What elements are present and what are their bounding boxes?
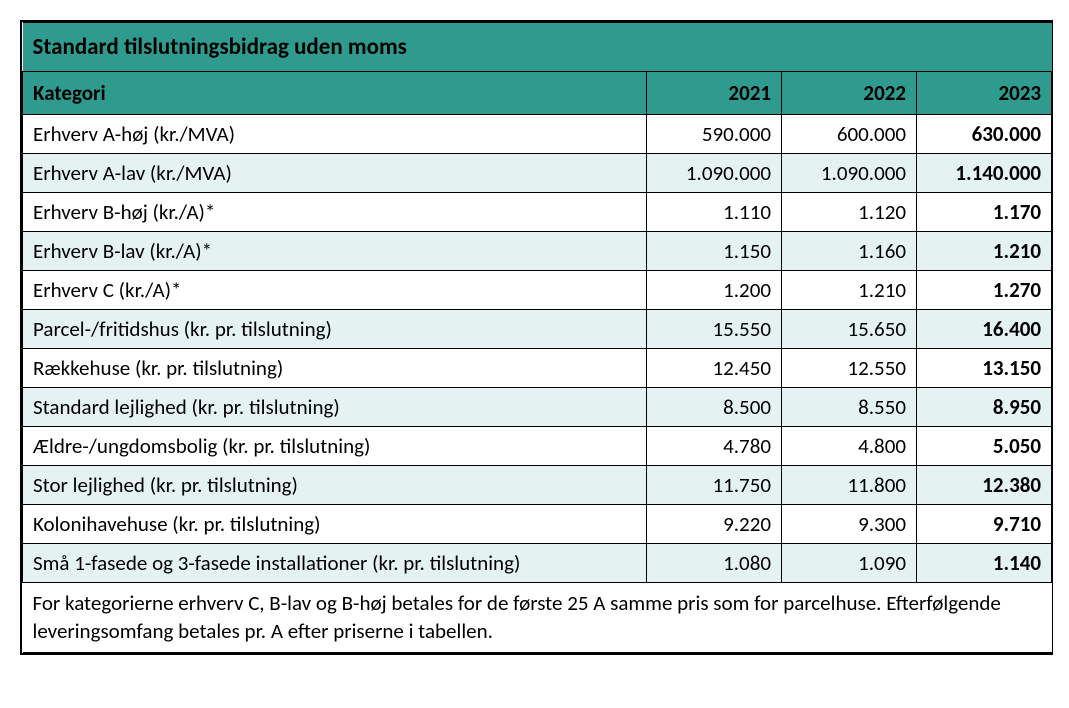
cell-2021: 1.150 bbox=[647, 232, 782, 271]
cell-2021: 9.220 bbox=[647, 505, 782, 544]
table-row: Parcel-/fritidshus (kr. pr. tilslutning)… bbox=[23, 310, 1052, 349]
table-row: Erhverv B-høj (kr./A)* 1.110 1.120 1.170 bbox=[23, 193, 1052, 232]
table-row: Erhverv A-lav (kr./MVA) 1.090.000 1.090.… bbox=[23, 154, 1052, 193]
cell-2021: 12.450 bbox=[647, 349, 782, 388]
cell-2021: 11.750 bbox=[647, 466, 782, 505]
row-label: Erhverv B-lav (kr./A)* bbox=[23, 232, 647, 271]
row-label: Erhverv C (kr./A)* bbox=[23, 271, 647, 310]
cell-2022: 600.000 bbox=[782, 115, 917, 154]
row-label: Erhverv A-lav (kr./MVA) bbox=[23, 154, 647, 193]
table-title-row: Standard tilslutningsbidrag uden moms bbox=[23, 23, 1052, 72]
table-row: Kolonihavehuse (kr. pr. tilslutning) 9.2… bbox=[23, 505, 1052, 544]
row-label: Standard lejlighed (kr. pr. tilslutning) bbox=[23, 388, 647, 427]
row-label: Små 1-fasede og 3-fasede installationer … bbox=[23, 544, 647, 583]
cell-2022: 4.800 bbox=[782, 427, 917, 466]
cell-2022: 1.210 bbox=[782, 271, 917, 310]
row-label: Rækkehuse (kr. pr. tilslutning) bbox=[23, 349, 647, 388]
table-header-row: Kategori 2021 2022 2023 bbox=[23, 72, 1052, 115]
table-row: Erhverv C (kr./A)* 1.200 1.210 1.270 bbox=[23, 271, 1052, 310]
cell-2022: 1.160 bbox=[782, 232, 917, 271]
table-row: Stor lejlighed (kr. pr. tilslutning) 11.… bbox=[23, 466, 1052, 505]
cell-2021: 4.780 bbox=[647, 427, 782, 466]
cell-2022: 1.090 bbox=[782, 544, 917, 583]
row-label: Erhverv A-høj (kr./MVA) bbox=[23, 115, 647, 154]
row-label: Erhverv B-høj (kr./A)* bbox=[23, 193, 647, 232]
cell-2023: 1.140.000 bbox=[917, 154, 1052, 193]
header-category: Kategori bbox=[23, 72, 647, 115]
cell-2023: 1.170 bbox=[917, 193, 1052, 232]
row-label: Kolonihavehuse (kr. pr. tilslutning) bbox=[23, 505, 647, 544]
cell-2023: 16.400 bbox=[917, 310, 1052, 349]
cell-2022: 9.300 bbox=[782, 505, 917, 544]
row-label: Ældre-/ungdomsbolig (kr. pr. tilslutning… bbox=[23, 427, 647, 466]
table-title: Standard tilslutningsbidrag uden moms bbox=[23, 23, 1052, 72]
cell-2021: 1.200 bbox=[647, 271, 782, 310]
cell-2023: 1.140 bbox=[917, 544, 1052, 583]
header-year-2022: 2022 bbox=[782, 72, 917, 115]
table-body: Erhverv A-høj (kr./MVA) 590.000 600.000 … bbox=[23, 115, 1052, 583]
cell-2023: 5.050 bbox=[917, 427, 1052, 466]
cell-2023: 1.210 bbox=[917, 232, 1052, 271]
table-row: Rækkehuse (kr. pr. tilslutning) 12.450 1… bbox=[23, 349, 1052, 388]
cell-2022: 11.800 bbox=[782, 466, 917, 505]
cell-2021: 1.110 bbox=[647, 193, 782, 232]
cell-2023: 630.000 bbox=[917, 115, 1052, 154]
row-label: Parcel-/fritidshus (kr. pr. tilslutning) bbox=[23, 310, 647, 349]
cell-2023: 8.950 bbox=[917, 388, 1052, 427]
pricing-table-container: Standard tilslutningsbidrag uden moms Ka… bbox=[20, 20, 1053, 655]
cell-2021: 8.500 bbox=[647, 388, 782, 427]
cell-2023: 1.270 bbox=[917, 271, 1052, 310]
row-label: Stor lejlighed (kr. pr. tilslutning) bbox=[23, 466, 647, 505]
table-footnote-row: For kategorierne erhverv C, B-lav og B-h… bbox=[23, 583, 1052, 653]
cell-2022: 15.650 bbox=[782, 310, 917, 349]
cell-2021: 1.090.000 bbox=[647, 154, 782, 193]
cell-2021: 15.550 bbox=[647, 310, 782, 349]
header-year-2021: 2021 bbox=[647, 72, 782, 115]
table-row: Standard lejlighed (kr. pr. tilslutning)… bbox=[23, 388, 1052, 427]
cell-2023: 13.150 bbox=[917, 349, 1052, 388]
cell-2022: 12.550 bbox=[782, 349, 917, 388]
table-footnote: For kategorierne erhverv C, B-lav og B-h… bbox=[23, 583, 1052, 653]
cell-2021: 590.000 bbox=[647, 115, 782, 154]
cell-2023: 9.710 bbox=[917, 505, 1052, 544]
cell-2021: 1.080 bbox=[647, 544, 782, 583]
table-row: Ældre-/ungdomsbolig (kr. pr. tilslutning… bbox=[23, 427, 1052, 466]
cell-2022: 1.120 bbox=[782, 193, 917, 232]
cell-2022: 1.090.000 bbox=[782, 154, 917, 193]
table-row: Erhverv B-lav (kr./A)* 1.150 1.160 1.210 bbox=[23, 232, 1052, 271]
cell-2023: 12.380 bbox=[917, 466, 1052, 505]
cell-2022: 8.550 bbox=[782, 388, 917, 427]
pricing-table: Standard tilslutningsbidrag uden moms Ka… bbox=[22, 22, 1052, 653]
table-row: Små 1-fasede og 3-fasede installationer … bbox=[23, 544, 1052, 583]
header-year-2023: 2023 bbox=[917, 72, 1052, 115]
table-row: Erhverv A-høj (kr./MVA) 590.000 600.000 … bbox=[23, 115, 1052, 154]
